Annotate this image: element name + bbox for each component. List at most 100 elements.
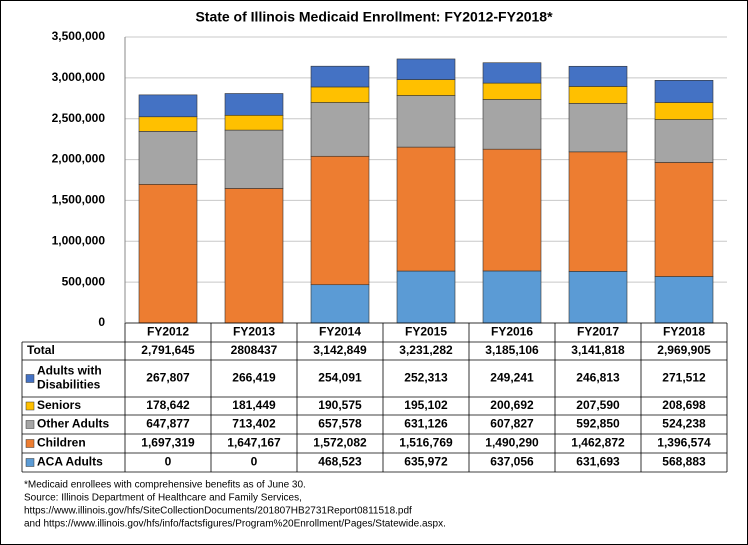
- y-tick-label: 0: [98, 315, 105, 329]
- bar-segment: [396, 95, 456, 148]
- table-cell: 2,791,645: [141, 343, 195, 357]
- bar-segment: [138, 116, 198, 132]
- bar-segment: [654, 119, 714, 163]
- bar-segment: [310, 102, 370, 157]
- table-cell: 254,091: [318, 371, 362, 385]
- x-tick-label: FY2017: [577, 325, 619, 339]
- table-cell: 1,462,872: [571, 436, 625, 450]
- table-cell: 635,972: [404, 455, 448, 469]
- legend-swatch: [25, 420, 35, 429]
- table-cell: 1,490,290: [485, 436, 539, 450]
- bar-segment: [482, 99, 542, 150]
- bar-segment: [568, 86, 628, 104]
- table-cell: 647,877: [146, 417, 190, 431]
- table-cell: 3,185,106: [485, 343, 539, 357]
- table-cell: 190,575: [318, 398, 362, 412]
- bar-segment: [482, 82, 542, 100]
- table-cell: 2,969,905: [657, 343, 711, 357]
- table-cell: 631,126: [404, 417, 448, 431]
- table-cell: 3,141,818: [571, 343, 625, 357]
- bar-segment: [568, 103, 628, 153]
- table-cell: 468,523: [318, 455, 362, 469]
- table-cell: 631,693: [576, 455, 620, 469]
- table-cell: 568,883: [662, 455, 706, 469]
- row-label: Children: [37, 436, 86, 450]
- bar-segment: [138, 131, 198, 185]
- bar-segment: [310, 284, 370, 324]
- table-cell: 249,241: [490, 371, 534, 385]
- footnote: https://www.illinois.gov/hfs/SiteCollect…: [24, 506, 412, 517]
- chart-title: State of Illinois Medicaid Enrollment: F…: [195, 9, 553, 25]
- table-cell: 1,396,574: [657, 436, 711, 450]
- row-label: Seniors: [37, 398, 81, 412]
- bar-segment: [482, 148, 542, 272]
- bar-segment: [654, 162, 714, 277]
- table-cell: 3,231,282: [399, 343, 453, 357]
- bar-segment: [224, 93, 284, 116]
- legend-swatch: [25, 439, 35, 448]
- x-tick-label: FY2016: [491, 325, 533, 339]
- bar-segment: [396, 146, 456, 272]
- bar-segment: [396, 270, 456, 324]
- bar-segment: [310, 155, 370, 286]
- y-tick-label: 2,500,000: [52, 111, 106, 125]
- bar-segment: [138, 184, 198, 324]
- table-cell: 181,449: [232, 398, 276, 412]
- legend-swatch: [25, 374, 35, 383]
- table-cell: 524,238: [662, 417, 706, 431]
- table-cell: 3,142,849: [313, 343, 367, 357]
- table-cell: 1,516,769: [399, 436, 453, 450]
- x-tick-label: FY2015: [405, 325, 447, 339]
- table-cell: 713,402: [232, 417, 276, 431]
- bar-segment: [654, 276, 714, 324]
- table-cell: 271,512: [662, 371, 706, 385]
- table-cell: 178,642: [146, 398, 190, 412]
- row-label: Other Adults: [37, 417, 110, 431]
- legend-swatch: [25, 401, 35, 411]
- bar-segment: [310, 65, 370, 88]
- table-cell: 1,697,319: [141, 436, 195, 450]
- table-cell: 246,813: [576, 371, 620, 385]
- bar-segment: [654, 102, 714, 120]
- table-cell: 252,313: [404, 371, 448, 385]
- x-tick-label: FY2013: [233, 325, 275, 339]
- table-cell: 637,056: [490, 455, 534, 469]
- bar-segment: [568, 151, 628, 272]
- table-cell: 1,647,167: [227, 436, 281, 450]
- table-cell: 2808437: [231, 343, 278, 357]
- bar-segment: [482, 62, 542, 84]
- table-cell: 607,827: [490, 417, 534, 431]
- table-cell: 267,807: [146, 371, 190, 385]
- table-cell: 207,590: [576, 398, 620, 412]
- y-tick-label: 1,000,000: [52, 233, 106, 247]
- table-cell: 208,698: [662, 398, 706, 412]
- bar-segment: [224, 114, 284, 131]
- table-cell: 0: [165, 455, 172, 469]
- y-tick-label: 3,500,000: [52, 29, 106, 43]
- legend-swatch: [25, 458, 35, 467]
- x-tick-label: FY2012: [147, 325, 189, 339]
- table-cell: 657,578: [318, 417, 362, 431]
- bar-segment: [310, 86, 370, 103]
- bar-segment: [568, 65, 628, 87]
- row-label: Total: [27, 343, 55, 357]
- bar-segment: [654, 80, 714, 103]
- bar-segment: [138, 94, 198, 118]
- table-cell: 1,572,082: [313, 436, 367, 450]
- bar-segment: [224, 188, 284, 324]
- x-tick-label: FY2018: [663, 325, 705, 339]
- table-cell: 266,419: [232, 371, 276, 385]
- bar-segment: [224, 129, 284, 189]
- bar-segment: [482, 270, 542, 324]
- bar-segment: [396, 58, 456, 80]
- table-cell: 592,850: [576, 417, 620, 431]
- bar-segment: [568, 271, 628, 324]
- row-label: ACA Adults: [37, 455, 103, 469]
- row-label: Adults with Disabilities: [37, 364, 102, 392]
- footnote: Source: Illinois Department of Healthcar…: [24, 493, 302, 504]
- x-tick-label: FY2014: [319, 325, 361, 339]
- y-tick-label: 1,500,000: [52, 193, 106, 207]
